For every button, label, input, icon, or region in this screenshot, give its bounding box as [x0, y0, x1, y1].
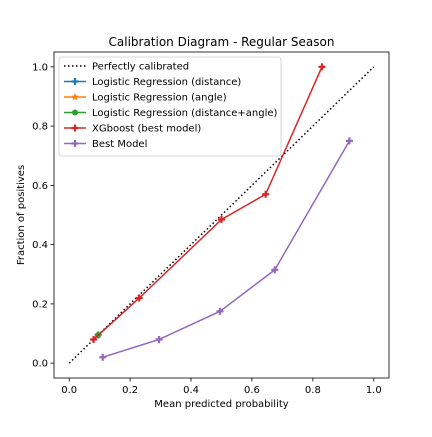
legend-label: Logistic Regression (distance+angle)	[92, 108, 277, 119]
legend-item: Logistic Regression (distance+angle)	[64, 108, 277, 119]
x-tick-label: 1.0	[366, 385, 382, 396]
y-axis: 0.0 0.2 0.4 0.6 0.8 1.0	[32, 62, 54, 370]
data-point	[262, 190, 270, 198]
data-point	[155, 335, 163, 343]
legend: Perfectly calibrated Logistic Regression …	[58, 56, 282, 157]
data-point	[345, 137, 353, 145]
x-tick-label: 0.2	[122, 385, 138, 396]
plot-frame	[53, 51, 390, 379]
legend-label: Best Model	[92, 139, 147, 150]
legend-item: Logistic Regression (distance)	[64, 77, 241, 88]
y-tick-label: 1.0	[32, 62, 48, 73]
series-0	[68, 66, 375, 364]
y-tick-label: 0.0	[32, 359, 48, 370]
legend-marker	[71, 124, 79, 132]
series-layer	[68, 63, 375, 364]
legend-item: XGboost (best model)	[64, 124, 201, 135]
legend-label: Logistic Regression (distance)	[92, 77, 241, 88]
legend-label: Logistic Regression (angle)	[92, 93, 227, 104]
chart-title: Calibration Diagram - Regular Season	[109, 35, 335, 49]
series-4	[90, 63, 326, 343]
legend-box	[58, 56, 282, 157]
y-tick-label: 0.6	[32, 181, 48, 192]
x-tick-label: 0.4	[183, 385, 199, 396]
legend-marker	[71, 78, 79, 85]
x-tick-label: 0.8	[305, 385, 321, 396]
x-tick-label: 0.6	[244, 385, 260, 396]
legend-marker	[71, 140, 79, 147]
data-point	[271, 266, 279, 274]
x-axis-title: Mean predicted probability	[154, 399, 288, 410]
legend-label: Perfectly calibrated	[92, 62, 189, 73]
legend-item: Perfectly calibrated	[64, 62, 189, 73]
legend-item: Logistic Regression (angle)	[64, 93, 227, 104]
data-point	[99, 353, 107, 361]
y-axis-title: Fraction of positives	[16, 165, 27, 265]
y-tick-label: 0.4	[32, 240, 48, 251]
legend-item: Best Model	[64, 139, 147, 150]
legend-label: XGboost (best model)	[92, 124, 201, 135]
series-line	[68, 66, 375, 364]
data-point	[216, 307, 224, 315]
data-point	[218, 215, 225, 223]
data-point	[318, 63, 326, 71]
data-point	[90, 335, 98, 343]
plot-border	[53, 51, 390, 379]
y-tick-label: 0.8	[32, 122, 48, 133]
legend-marker	[71, 93, 79, 101]
series-5	[99, 137, 353, 361]
legend-marker	[72, 109, 78, 116]
data-point	[135, 294, 143, 302]
x-tick-label: 0.0	[61, 385, 77, 396]
series-line	[102, 140, 351, 358]
x-axis: 0.0 0.2 0.4 0.6 0.8 1.0	[61, 378, 382, 396]
y-tick-label: 0.2	[32, 299, 48, 310]
